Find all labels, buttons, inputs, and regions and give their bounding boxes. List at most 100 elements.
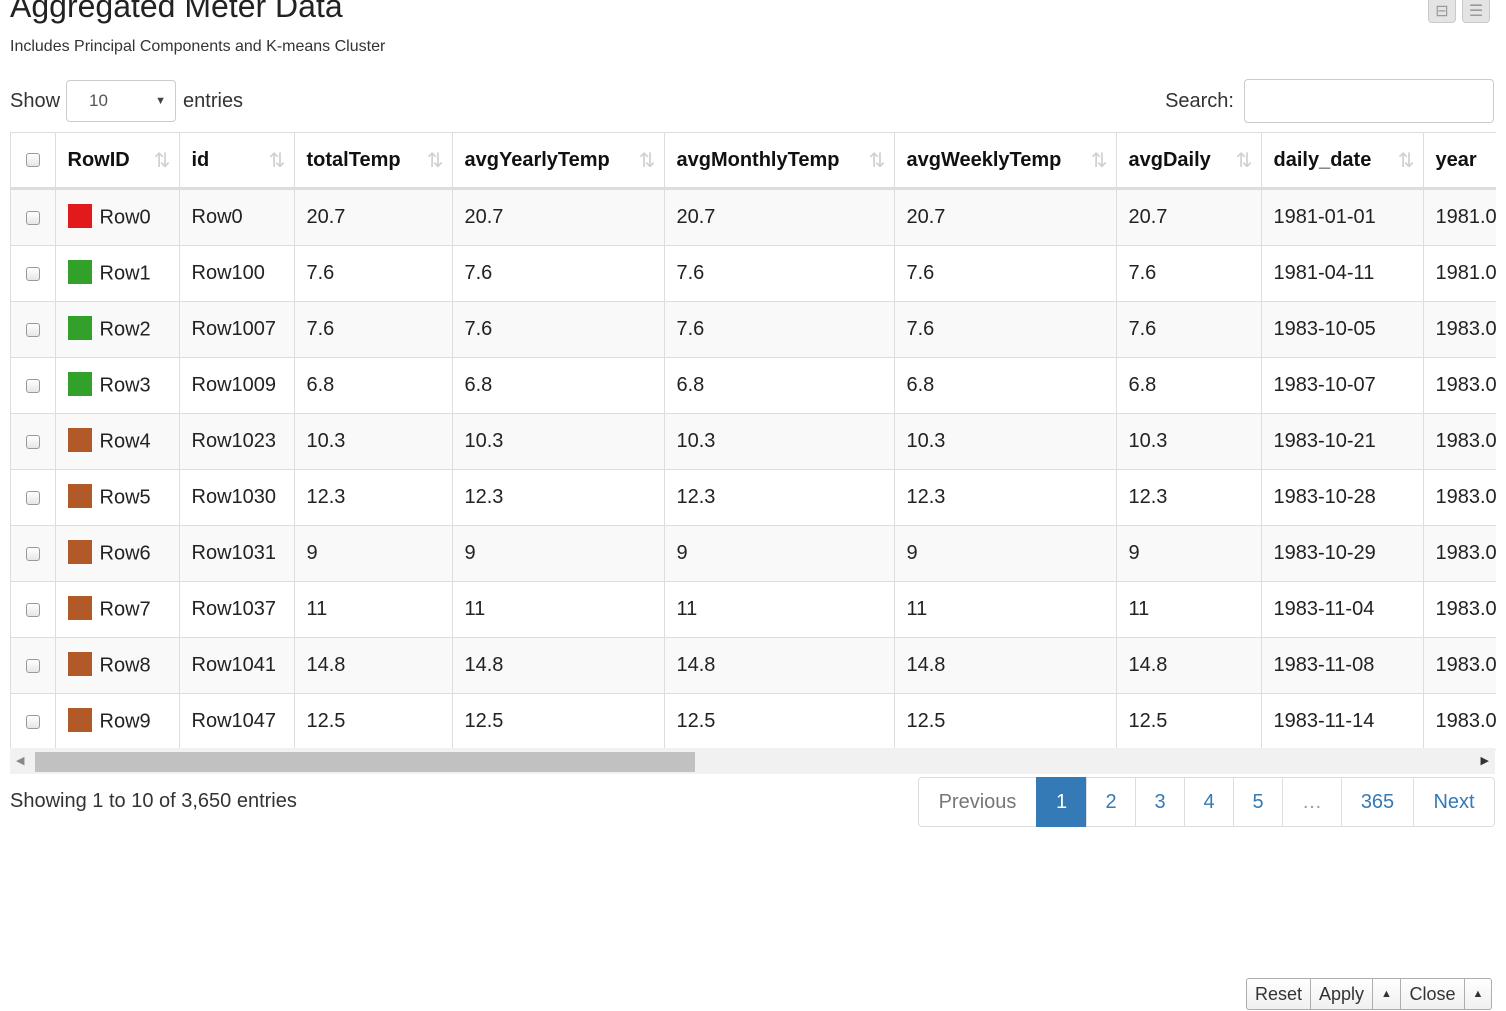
select-all-checkbox[interactable] xyxy=(25,153,40,168)
close-button[interactable]: Close xyxy=(1400,978,1465,1010)
cell-avgdaily: 10.3 xyxy=(1116,413,1262,470)
table-info: Showing 1 to 10 of 3,650 entries xyxy=(10,790,297,812)
pagination: Previous 1 2 3 4 5 … 365 Next xyxy=(918,777,1495,827)
cell-rowid: Row7 xyxy=(55,581,180,638)
row-checkbox[interactable] xyxy=(25,602,40,617)
rowid-label: Row5 xyxy=(99,485,151,508)
row-checkbox[interactable] xyxy=(25,490,40,505)
row-checkbox[interactable] xyxy=(25,658,40,673)
table-row[interactable]: Row5 Row1030 12.3 12.3 12.3 12.3 12.3 1983-10-2… xyxy=(11,469,1496,526)
column-header-label: avgWeeklyTemp xyxy=(906,148,1062,171)
column-header-label: avgMonthlyTemp xyxy=(676,148,840,171)
cell-avgyearlytemp: 6.8 xyxy=(452,357,665,414)
cell-rowid: Row1 xyxy=(55,245,180,302)
close-caret-up-icon[interactable]: ▲ xyxy=(1464,978,1492,1010)
cell-rowid: Row9 xyxy=(55,693,180,750)
row-checkbox[interactable] xyxy=(25,266,40,281)
cell-avgdaily: 9 xyxy=(1116,525,1262,582)
cell-avgyearlytemp: 7.6 xyxy=(452,301,665,358)
cluster-color-swatch xyxy=(67,651,92,676)
search-label: Search: xyxy=(1165,89,1234,112)
cell-avgweeklytemp: 12.5 xyxy=(894,693,1117,750)
cell-avgmonthlytemp: 11 xyxy=(664,581,895,638)
cell-daily_date: 1983-10-21 xyxy=(1261,413,1424,470)
column-header[interactable]: avgYearlyTemp ⇅ xyxy=(452,132,665,190)
horizontal-scrollbar[interactable]: ◀ ▶ xyxy=(10,748,1495,774)
table-row[interactable]: Row2 Row1007 7.6 7.6 7.6 7.6 7.6 1983-10-05 1983… xyxy=(11,301,1496,358)
apply-button[interactable]: Apply xyxy=(1310,978,1373,1010)
cell-daily_date: 1983-11-14 xyxy=(1261,693,1424,750)
cell-avgweeklytemp: 10.3 xyxy=(894,413,1117,470)
rowid-label: Row4 xyxy=(99,429,151,452)
column-header-label: avgDaily xyxy=(1128,148,1211,171)
scroll-left-icon[interactable]: ◀ xyxy=(16,755,25,767)
page-button-3[interactable]: 3 xyxy=(1135,777,1185,827)
column-header[interactable]: RowID ⇅ xyxy=(55,132,180,190)
table-row[interactable]: Row1 Row100 7.6 7.6 7.6 7.6 7.6 1981-04-11 1981.… xyxy=(11,245,1496,302)
next-page-button[interactable]: Next xyxy=(1413,777,1495,827)
row-checkbox[interactable] xyxy=(25,322,40,337)
column-header[interactable]: id ⇅ xyxy=(179,132,295,190)
page-button-5[interactable]: 5 xyxy=(1233,777,1283,827)
column-header[interactable]: year⇅ xyxy=(1423,132,1496,190)
cell-id: Row1047 xyxy=(179,693,295,750)
row-checkbox[interactable] xyxy=(25,378,40,393)
table-row[interactable]: Row3 Row1009 6.8 6.8 6.8 6.8 6.8 1983-10-07 1983… xyxy=(11,357,1496,414)
rowid-label: Row2 xyxy=(99,317,151,340)
cell-rowid: Row6 xyxy=(55,525,180,582)
page-button-2[interactable]: 2 xyxy=(1086,777,1136,827)
reset-button[interactable]: Reset xyxy=(1246,978,1311,1010)
table-row[interactable]: Row4 Row1023 10.3 10.3 10.3 10.3 10.3 1983-10-2… xyxy=(11,413,1496,470)
table-row[interactable]: Row8 Row1041 14.8 14.8 14.8 14.8 14.8 1983-11-0… xyxy=(11,637,1496,694)
search-input[interactable] xyxy=(1244,79,1494,123)
panel-controls: ⊟ ☰ xyxy=(1428,0,1490,23)
scroll-right-icon[interactable]: ▶ xyxy=(1480,755,1489,767)
column-header[interactable]: avgWeeklyTemp ⇅ xyxy=(894,132,1117,190)
entries-select[interactable]: 10 ▼ xyxy=(66,80,177,122)
page-button-1[interactable]: 1 xyxy=(1036,777,1087,827)
table-row[interactable]: Row0 Row0 20.7 20.7 20.7 20.7 20.7 1981-01-01 19… xyxy=(11,188,1496,246)
rowid-label: Row9 xyxy=(99,709,151,732)
cell-avgyearlytemp: 20.7 xyxy=(452,188,665,246)
pagination-ellipsis: … xyxy=(1282,777,1342,827)
apply-caret-up-icon[interactable]: ▲ xyxy=(1372,978,1401,1010)
scrollbar-thumb[interactable] xyxy=(35,752,695,772)
row-select-cell xyxy=(11,637,56,694)
column-header[interactable]: avgDaily ⇅ xyxy=(1116,132,1262,190)
sort-icon: ⇅ xyxy=(426,150,444,172)
table-row[interactable]: Row7 Row1037 11 11 11 11 11 1983-11-04 1983.0 xyxy=(11,581,1496,638)
cell-avgweeklytemp: 6.8 xyxy=(894,357,1117,414)
column-header[interactable]: totalTemp ⇅ xyxy=(294,132,453,190)
select-all-header xyxy=(11,132,56,190)
row-checkbox[interactable] xyxy=(25,210,40,225)
menu-icon[interactable]: ☰ xyxy=(1462,0,1490,23)
cell-daily_date: 1981-04-11 xyxy=(1261,245,1424,302)
column-header-label: RowID xyxy=(67,148,130,171)
table-row[interactable]: Row6 Row1031 9 9 9 9 9 1983-10-29 1983.0 xyxy=(11,525,1496,582)
cell-year: 1983.0 xyxy=(1423,693,1496,750)
cell-avgmonthlytemp: 7.6 xyxy=(664,245,895,302)
row-checkbox[interactable] xyxy=(25,714,40,729)
sort-icon: ⇅ xyxy=(1235,150,1253,172)
cell-avgmonthlytemp: 12.5 xyxy=(664,693,895,750)
row-checkbox[interactable] xyxy=(25,546,40,561)
cell-avgweeklytemp: 7.6 xyxy=(894,245,1117,302)
table-row[interactable]: Row9 Row1047 12.5 12.5 12.5 12.5 12.5 1983-11-1… xyxy=(11,693,1496,750)
column-header[interactable]: avgMonthlyTemp ⇅ xyxy=(664,132,895,190)
cell-totaltemp: 9 xyxy=(294,525,453,582)
row-select-cell xyxy=(11,357,56,414)
page-button-4[interactable]: 4 xyxy=(1184,777,1234,827)
minimize-icon[interactable]: ⊟ xyxy=(1428,0,1456,23)
page-button-365[interactable]: 365 xyxy=(1341,777,1414,827)
previous-page-button[interactable]: Previous xyxy=(918,777,1037,827)
row-checkbox[interactable] xyxy=(25,434,40,449)
column-header-label: daily_date xyxy=(1273,148,1372,171)
cell-avgweeklytemp: 9 xyxy=(894,525,1117,582)
row-select-cell xyxy=(11,301,56,358)
cell-avgmonthlytemp: 6.8 xyxy=(664,357,895,414)
column-header[interactable]: daily_date ⇅ xyxy=(1261,132,1424,190)
rowid-label: Row0 xyxy=(99,205,151,228)
sort-icon: ⇅ xyxy=(268,150,286,172)
row-select-cell xyxy=(11,245,56,302)
rowid-label: Row3 xyxy=(99,373,151,396)
